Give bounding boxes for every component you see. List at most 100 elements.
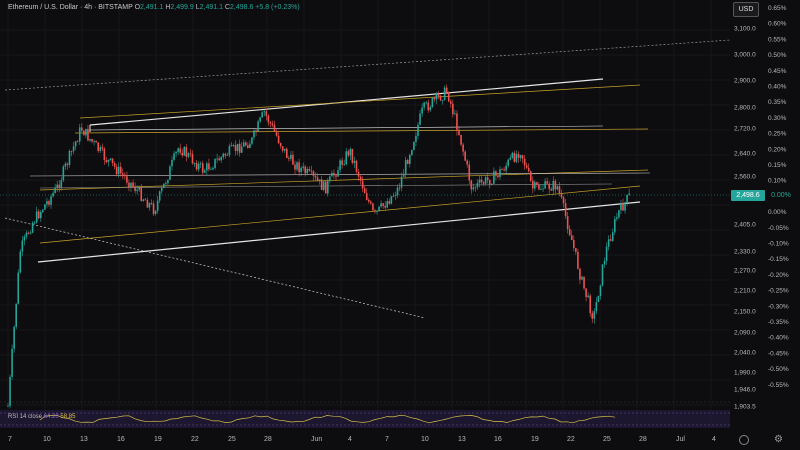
candle-body bbox=[570, 235, 573, 241]
candle-body bbox=[230, 145, 233, 147]
candle-body bbox=[566, 216, 569, 230]
close-value: 2,498.6 bbox=[229, 4, 254, 11]
candle-body bbox=[283, 148, 286, 151]
pct-tick-label: -0.35% bbox=[768, 319, 789, 326]
candle-body bbox=[97, 142, 99, 151]
high-value: 2,499.9 bbox=[170, 4, 194, 11]
candle-body bbox=[58, 184, 61, 188]
candle-body bbox=[208, 163, 210, 170]
pct-tick-label: 0.50% bbox=[768, 52, 787, 59]
time-tick-label: 19 bbox=[154, 436, 162, 443]
candle-body bbox=[27, 232, 30, 234]
candle-body bbox=[271, 123, 274, 126]
candle-body bbox=[546, 181, 548, 184]
fib-level-line bbox=[79, 84, 641, 119]
pct-tick-label: 0.25% bbox=[768, 131, 787, 138]
candle-body bbox=[486, 177, 489, 180]
price-tick-label: 2,090.0 bbox=[734, 330, 756, 337]
candle-body bbox=[286, 148, 288, 159]
gear-icon[interactable]: ⚙ bbox=[774, 434, 783, 445]
candle-body bbox=[167, 179, 169, 184]
candle-body bbox=[437, 93, 440, 96]
time-tick-label: 22 bbox=[191, 436, 199, 443]
time-tick-label: 25 bbox=[603, 436, 611, 443]
candle-body bbox=[42, 209, 44, 212]
candle-body bbox=[298, 162, 300, 173]
candle-body bbox=[341, 160, 343, 165]
candle-body bbox=[521, 155, 524, 159]
percent-axis: 0.65% 0.60% 0.55% 0.50% 0.45% 0.40% 0.35% 0.30%… bbox=[768, 5, 789, 389]
candle-body bbox=[117, 166, 120, 175]
candle-body bbox=[607, 239, 610, 247]
candle-body bbox=[626, 194, 628, 203]
candle-body bbox=[599, 285, 602, 296]
candle-body bbox=[64, 163, 67, 167]
candle-body bbox=[523, 158, 526, 166]
candle-body bbox=[19, 251, 22, 273]
candle-body bbox=[181, 152, 184, 156]
candle-body bbox=[189, 153, 192, 155]
candle-body bbox=[308, 168, 311, 171]
time-tick-label: Jul bbox=[676, 436, 685, 443]
candle-body bbox=[425, 102, 427, 104]
candle-body bbox=[544, 181, 546, 189]
candle-body bbox=[447, 92, 450, 102]
candle-body bbox=[142, 199, 145, 201]
candle-body bbox=[146, 200, 149, 208]
candle-body bbox=[48, 201, 50, 205]
candle-body bbox=[210, 169, 212, 170]
candle-body bbox=[31, 222, 34, 233]
candle-body bbox=[314, 175, 317, 178]
candle-body bbox=[620, 202, 622, 211]
candle-body bbox=[624, 202, 626, 211]
candle-body bbox=[279, 143, 282, 147]
candle-body bbox=[310, 170, 313, 172]
candle-body bbox=[398, 187, 401, 189]
candle-body bbox=[197, 163, 200, 170]
time-tick-label: 28 bbox=[264, 436, 272, 443]
candle-body bbox=[302, 166, 304, 168]
candle-body bbox=[464, 151, 466, 161]
price-tick-label: 2,330.0 bbox=[734, 249, 756, 256]
time-tick-label: 10 bbox=[421, 436, 429, 443]
candle-body bbox=[37, 211, 40, 219]
pct-tick-label: -0.10% bbox=[768, 241, 789, 248]
rsi-legend[interactable]: RSI 14 close 64.20 58.85 bbox=[8, 414, 75, 420]
candle-body bbox=[171, 159, 173, 167]
low-label: L bbox=[195, 4, 200, 11]
candle-body bbox=[618, 210, 620, 218]
candle-body bbox=[423, 102, 425, 108]
candle-body bbox=[548, 183, 550, 190]
candle-body bbox=[263, 111, 266, 113]
candle-body bbox=[21, 240, 24, 252]
candle-body bbox=[591, 313, 594, 319]
scale-mode-icon[interactable] bbox=[739, 435, 749, 445]
candle-body bbox=[199, 163, 202, 165]
candle-body bbox=[345, 151, 348, 165]
candle-body bbox=[560, 193, 563, 198]
candle-body bbox=[56, 184, 58, 188]
time-tick-label: 13 bbox=[458, 436, 466, 443]
candle-body bbox=[89, 139, 91, 141]
candle-body bbox=[452, 103, 454, 115]
currency-button[interactable]: USD bbox=[733, 2, 759, 17]
candle-body bbox=[515, 153, 518, 162]
candle-body bbox=[554, 180, 557, 190]
candle-body bbox=[212, 167, 214, 170]
price-tick-label: 2,640.0 bbox=[734, 151, 756, 158]
candle-body bbox=[583, 276, 585, 289]
candle-body bbox=[458, 130, 460, 135]
candle-body bbox=[234, 145, 237, 151]
pct-tick-label: 0.10% bbox=[768, 178, 787, 185]
candle-body bbox=[154, 210, 157, 214]
candle-body bbox=[62, 166, 65, 181]
candle-body bbox=[478, 179, 481, 183]
candle-body bbox=[294, 164, 296, 170]
pct-tick-label: 0.60% bbox=[768, 21, 787, 28]
candle-body bbox=[534, 182, 536, 189]
candle-body bbox=[261, 112, 263, 118]
candlesticks bbox=[7, 84, 630, 409]
candle-body bbox=[111, 158, 114, 164]
candle-body bbox=[441, 100, 444, 101]
